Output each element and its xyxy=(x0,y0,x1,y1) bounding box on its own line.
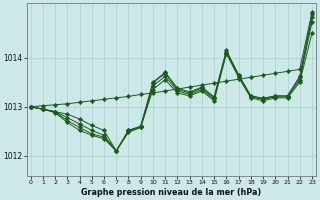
X-axis label: Graphe pression niveau de la mer (hPa): Graphe pression niveau de la mer (hPa) xyxy=(81,188,261,197)
